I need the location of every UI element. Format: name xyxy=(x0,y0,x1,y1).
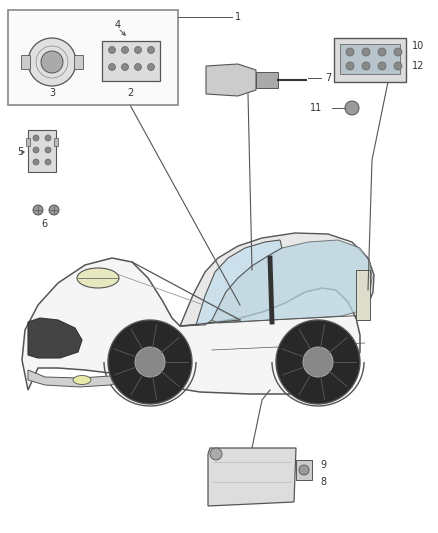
Text: 9: 9 xyxy=(320,460,326,470)
Circle shape xyxy=(210,448,222,460)
Bar xyxy=(21,55,30,69)
Bar xyxy=(74,55,83,69)
Circle shape xyxy=(378,48,386,56)
Circle shape xyxy=(148,63,155,70)
Polygon shape xyxy=(206,64,256,96)
Polygon shape xyxy=(180,233,374,326)
Circle shape xyxy=(394,48,402,56)
Circle shape xyxy=(345,101,359,115)
Circle shape xyxy=(303,347,333,377)
Text: 8: 8 xyxy=(320,477,326,487)
Polygon shape xyxy=(22,258,360,394)
Polygon shape xyxy=(28,318,82,358)
Bar xyxy=(102,41,160,81)
Circle shape xyxy=(135,347,165,377)
Circle shape xyxy=(134,46,141,53)
Circle shape xyxy=(45,147,51,153)
Circle shape xyxy=(28,38,76,86)
Bar xyxy=(356,270,370,320)
Text: 6: 6 xyxy=(41,219,47,229)
Polygon shape xyxy=(212,240,372,323)
Polygon shape xyxy=(28,370,130,387)
Text: 1: 1 xyxy=(235,12,241,22)
Text: 10: 10 xyxy=(412,41,424,51)
Ellipse shape xyxy=(77,268,119,288)
Polygon shape xyxy=(208,448,296,506)
Circle shape xyxy=(346,48,354,56)
Circle shape xyxy=(33,147,39,153)
Circle shape xyxy=(108,320,192,404)
Circle shape xyxy=(362,62,370,70)
Text: 7: 7 xyxy=(325,73,331,83)
Circle shape xyxy=(276,320,360,404)
Text: 2: 2 xyxy=(127,88,133,98)
Circle shape xyxy=(121,46,128,53)
Text: 4: 4 xyxy=(115,20,121,30)
Bar xyxy=(296,460,312,480)
Circle shape xyxy=(109,46,116,53)
Circle shape xyxy=(109,63,116,70)
Circle shape xyxy=(49,205,59,215)
Circle shape xyxy=(41,51,63,73)
Bar xyxy=(54,138,58,146)
Circle shape xyxy=(362,48,370,56)
Circle shape xyxy=(394,62,402,70)
Bar xyxy=(334,38,406,82)
Ellipse shape xyxy=(73,376,91,384)
Circle shape xyxy=(33,205,43,215)
Bar xyxy=(256,72,278,88)
FancyBboxPatch shape xyxy=(8,10,178,105)
Circle shape xyxy=(33,159,39,165)
Circle shape xyxy=(346,62,354,70)
Circle shape xyxy=(45,135,51,141)
Text: 11: 11 xyxy=(310,103,322,113)
Text: 3: 3 xyxy=(49,88,55,98)
Circle shape xyxy=(148,46,155,53)
Polygon shape xyxy=(196,240,282,325)
Circle shape xyxy=(121,63,128,70)
Circle shape xyxy=(33,135,39,141)
Circle shape xyxy=(45,159,51,165)
Circle shape xyxy=(299,465,309,475)
Bar xyxy=(340,44,400,74)
Circle shape xyxy=(134,63,141,70)
Text: 12: 12 xyxy=(412,61,424,71)
Text: 5: 5 xyxy=(17,147,23,157)
Bar xyxy=(28,130,56,172)
Circle shape xyxy=(378,62,386,70)
Bar xyxy=(26,138,30,146)
